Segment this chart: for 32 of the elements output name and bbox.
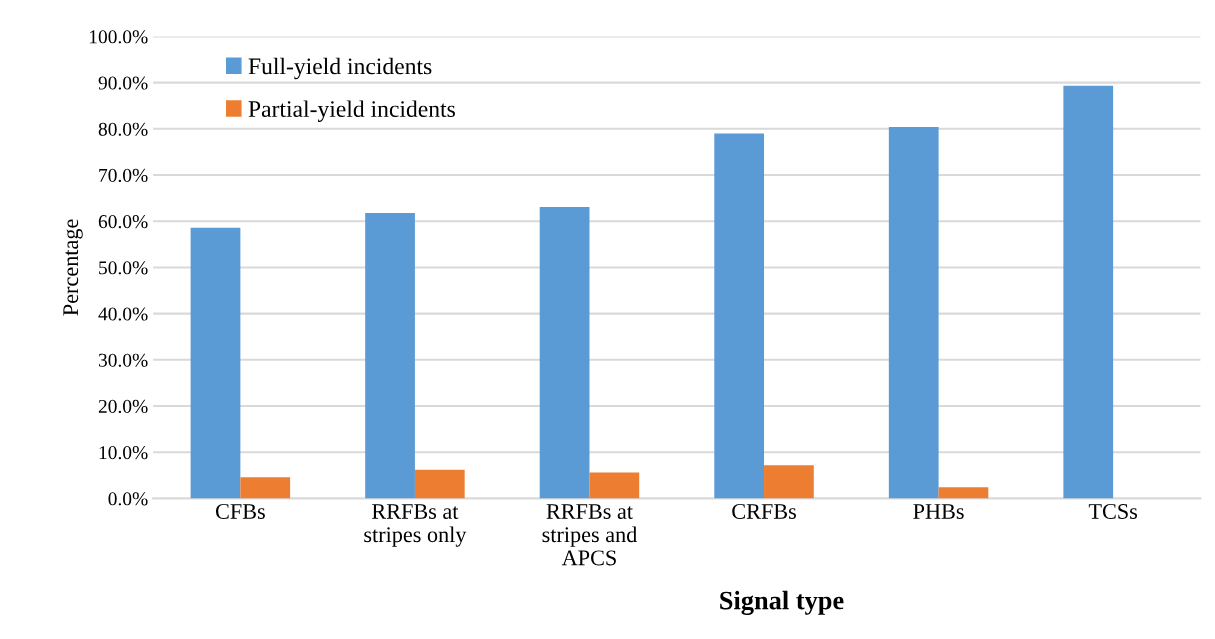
bar: [764, 465, 814, 499]
x-tick-label: TCSs: [1088, 503, 1138, 519]
y-tick-label: 50.0%: [99, 261, 148, 275]
bar: [1063, 85, 1114, 499]
y-tick-label: 60.0%: [98, 215, 148, 229]
bar: [589, 472, 640, 499]
x-tick-label: PHBs: [913, 504, 964, 519]
y-tick-label: 70.0%: [99, 168, 148, 183]
x-axis-title: Signal type: [720, 590, 844, 615]
y-tick-label: 40.0%: [98, 307, 148, 321]
y-axis-title: Percentage: [63, 219, 83, 316]
bar: [539, 206, 590, 499]
bar: [240, 477, 291, 499]
y-tick-label: 100.0%: [89, 30, 148, 44]
y-tick-label: 0.0%: [108, 492, 148, 506]
legend-label: Partial-yield incidents: [248, 100, 455, 122]
bar: [714, 133, 765, 499]
x-tick-label: CFBs: [215, 503, 265, 519]
y-tick-label: 90.0%: [98, 76, 148, 90]
x-tick-label: RRFBs at stripes and APCS: [542, 504, 638, 566]
y-tick-label: 20.0%: [98, 399, 148, 414]
bar: [365, 212, 415, 499]
x-tick-label: CRFBs: [732, 503, 796, 519]
bar: [938, 487, 989, 499]
bar: [414, 469, 465, 499]
bar: [190, 227, 241, 499]
y-tick-label: 30.0%: [98, 353, 148, 367]
legend-label: Full-yield incidents: [248, 57, 432, 80]
y-tick-label: 80.0%: [98, 122, 148, 136]
x-tick-label: RRFBs at stripes only: [364, 504, 467, 547]
y-tick-label: 10.0%: [99, 446, 148, 460]
bar: [888, 126, 939, 499]
